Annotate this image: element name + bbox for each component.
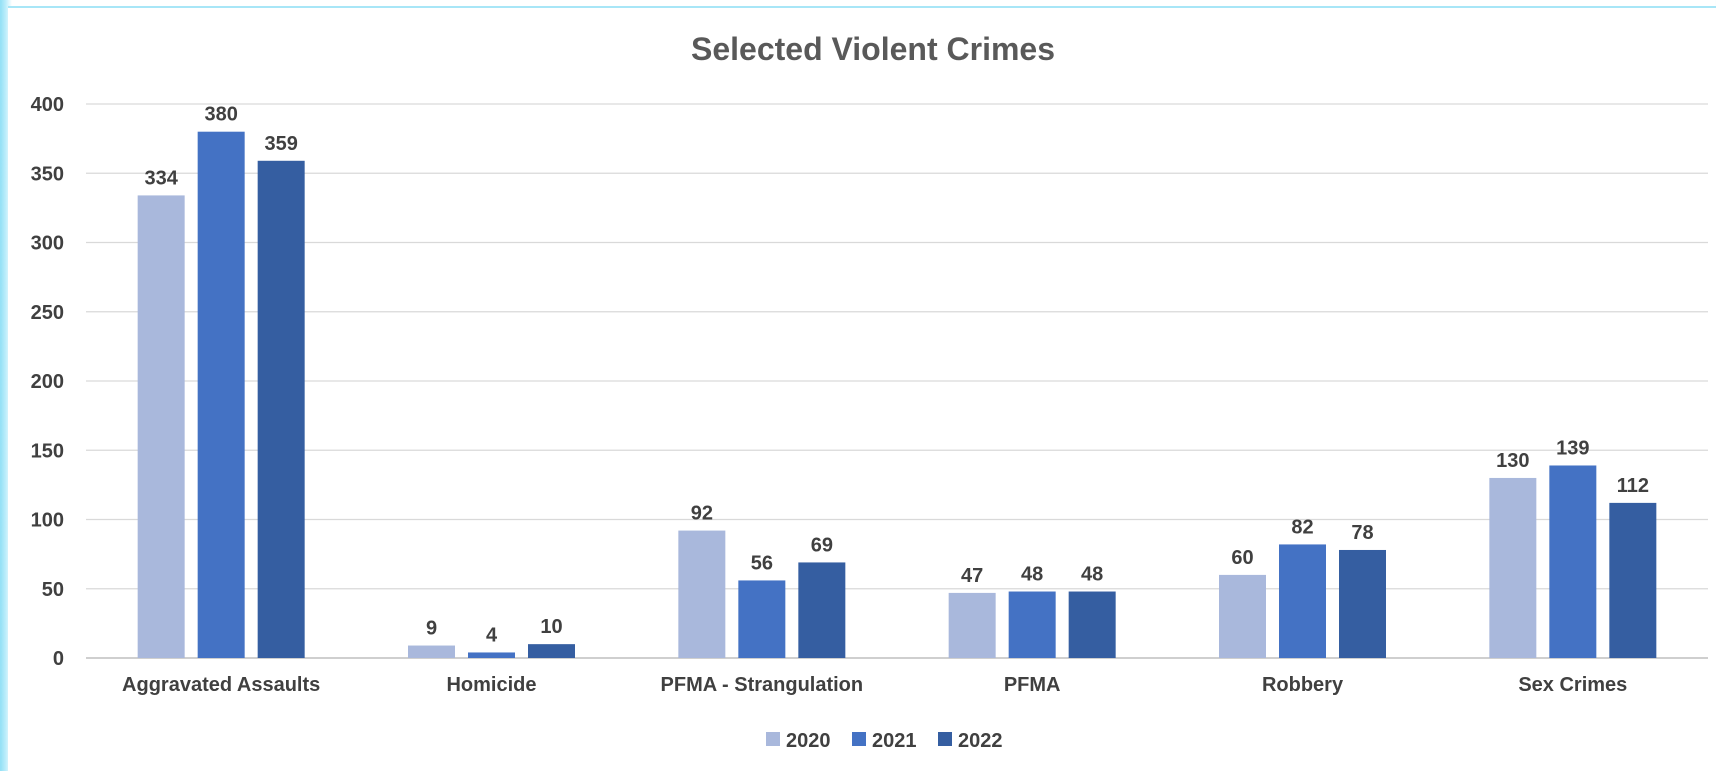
x-category-label: PFMA — [1004, 674, 1061, 696]
y-tick-label: 100 — [31, 510, 64, 532]
data-label: 69 — [811, 534, 833, 556]
bar-2020 — [948, 592, 996, 658]
y-tick-label: 300 — [31, 233, 64, 255]
data-label: 60 — [1231, 547, 1253, 569]
x-category-label: Sex Crimes — [1518, 674, 1627, 696]
bar-2020 — [1489, 477, 1537, 658]
y-tick-label: 150 — [31, 440, 64, 462]
bar-2021 — [468, 652, 515, 658]
data-label: 4 — [486, 624, 498, 646]
y-tick-label: 200 — [31, 371, 64, 393]
bar-2020 — [678, 530, 726, 658]
x-category-label: Robbery — [1262, 674, 1344, 696]
bar-2021 — [1008, 591, 1056, 658]
data-label: 82 — [1291, 516, 1313, 538]
bar-2022 — [1609, 502, 1657, 658]
legend-label: 2022 — [958, 730, 1003, 752]
x-category-label: Homicide — [446, 674, 536, 696]
bar-2021 — [1279, 544, 1326, 658]
x-category-label: Aggravated Assaults — [122, 674, 320, 696]
bar-2021 — [197, 131, 245, 658]
bar-2022 — [257, 160, 305, 658]
data-label: 9 — [426, 618, 437, 640]
data-label: 10 — [540, 616, 562, 638]
data-label: 359 — [264, 133, 297, 155]
y-tick-label: 50 — [42, 579, 64, 601]
bars — [137, 131, 1657, 658]
bar-2022 — [528, 644, 575, 658]
bar-2020 — [137, 195, 185, 658]
gridlines — [86, 103, 1708, 659]
chart-title: Selected Violent Crimes — [691, 31, 1055, 67]
y-tick-label: 0 — [53, 648, 64, 670]
x-axis-categories: Aggravated Assaults Homicide PFMA - Strang… — [122, 674, 1627, 696]
chart: Selected Violent Crimes 0 50 100 150 200 250 3… — [31, 31, 1708, 752]
data-label: 130 — [1496, 450, 1529, 472]
legend-swatch-2022 — [938, 732, 952, 746]
y-tick-label: 250 — [31, 302, 64, 324]
bar-2022 — [1339, 549, 1386, 658]
data-label: 47 — [961, 565, 983, 587]
bar-2020 — [408, 645, 455, 658]
legend-swatch-2020 — [766, 732, 780, 746]
legend-label: 2020 — [786, 730, 831, 752]
bar-2020 — [1219, 574, 1266, 658]
bar-2021 — [1549, 465, 1597, 658]
y-tick-label: 400 — [31, 94, 64, 116]
data-label: 48 — [1081, 564, 1103, 586]
y-tick-label: 350 — [31, 163, 64, 185]
data-label: 92 — [691, 503, 713, 525]
legend-label: 2021 — [872, 730, 917, 752]
bar-2022 — [1068, 591, 1116, 658]
data-label: 48 — [1021, 564, 1043, 586]
legend-swatch-2021 — [852, 732, 866, 746]
bar-2022 — [798, 562, 846, 658]
data-label: 139 — [1556, 437, 1589, 459]
data-label: 380 — [204, 104, 237, 126]
data-labels: 334 380 359 9 4 10 92 56 69 47 48 48 60 82 78 130 139 112 — [144, 104, 1648, 647]
legend: 2020 2021 2022 — [766, 730, 1003, 752]
bar-2021 — [738, 580, 786, 658]
data-label: 78 — [1351, 522, 1373, 544]
data-label: 56 — [751, 552, 773, 574]
data-label: 334 — [144, 167, 178, 189]
data-label: 112 — [1617, 475, 1649, 497]
x-category-label: PFMA - Strangulation — [661, 674, 864, 696]
chart-frame: Selected Violent Crimes 0 50 100 150 200 250 3… — [8, 6, 1716, 771]
y-axis-ticks: 0 50 100 150 200 250 300 350 400 — [31, 94, 64, 670]
